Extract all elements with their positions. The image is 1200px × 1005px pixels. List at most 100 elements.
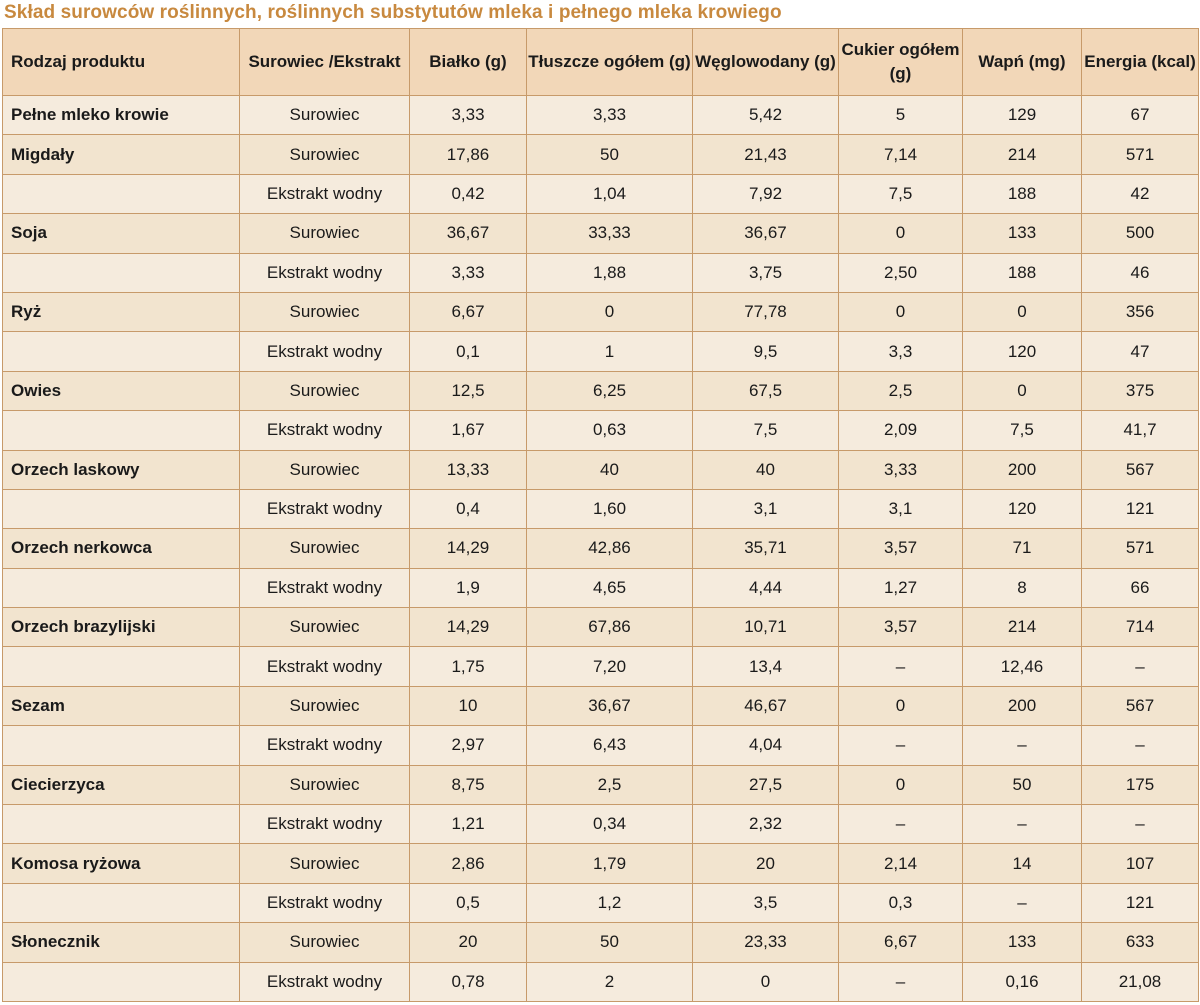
protein-cell: 3,33 [409, 94, 527, 136]
raw-extract-cell: Ekstrakt wodny [239, 646, 410, 687]
fat-cell: 7,20 [526, 646, 693, 687]
header-protein: Białko (g) [409, 28, 527, 96]
calcium-cell: 188 [962, 173, 1082, 215]
fat-cell: 2,5 [526, 764, 693, 806]
table-row: Ekstrakt wodny 3,33 1,88 3,75 2,50 188 46 [2, 252, 1199, 293]
raw-extract-cell: Surowiec [239, 94, 410, 136]
sugar-cell: 3,33 [838, 449, 963, 490]
product-name: Sezam [2, 685, 240, 727]
product-name [2, 804, 240, 845]
carbs-cell: 10,71 [692, 607, 839, 648]
protein-cell: 0,78 [409, 961, 527, 1002]
fat-cell: 1 [526, 331, 693, 372]
calcium-cell: 0 [962, 370, 1082, 412]
raw-extract-cell: Ekstrakt wodny [239, 488, 410, 530]
carbs-cell: 3,75 [692, 252, 839, 293]
fat-cell: 42,86 [526, 528, 693, 569]
energy-cell: – [1081, 725, 1199, 766]
product-name: Owies [2, 370, 240, 412]
energy-cell: 567 [1081, 685, 1199, 727]
calcium-cell: 12,46 [962, 646, 1082, 687]
carbs-cell: 67,5 [692, 370, 839, 412]
carbs-cell: 7,92 [692, 173, 839, 215]
calcium-cell: – [962, 725, 1082, 766]
raw-extract-cell: Ekstrakt wodny [239, 410, 410, 451]
energy-cell: 47 [1081, 331, 1199, 372]
sugar-cell: 5 [838, 94, 963, 136]
fat-cell: 1,60 [526, 488, 693, 530]
calcium-cell: 129 [962, 94, 1082, 136]
calcium-cell: 50 [962, 764, 1082, 806]
table-body: Pełne mleko krowie Surowiec 3,33 3,33 5,42 5 1… [2, 94, 1199, 1002]
product-name: Migdały [2, 134, 240, 175]
energy-cell: 41,7 [1081, 410, 1199, 451]
sugar-cell: 7,14 [838, 134, 963, 175]
header-sugar: Cukier ogółem (g) [838, 28, 963, 96]
energy-cell: 21,08 [1081, 961, 1199, 1002]
table-row: Ekstrakt wodny 0,5 1,2 3,5 0,3–121 [2, 882, 1199, 924]
calcium-cell: – [962, 882, 1082, 924]
raw-extract-cell: Surowiec [239, 764, 410, 806]
page-title: Skład surowców roślinnych, roślinnych su… [4, 2, 782, 23]
carbs-cell: 21,43 [692, 134, 839, 175]
fat-cell: 6,43 [526, 725, 693, 766]
sugar-cell: 2,14 [838, 843, 963, 884]
raw-extract-cell: Surowiec [239, 213, 410, 254]
sugar-cell: 2,09 [838, 410, 963, 451]
energy-cell: 567 [1081, 449, 1199, 490]
product-name [2, 646, 240, 687]
header-product-type: Rodzaj produktu [2, 28, 240, 96]
product-name [2, 488, 240, 530]
table-row: Ekstrakt wodny 1,75 7,20 13,4–12,46– [2, 646, 1199, 687]
sugar-cell: – [838, 804, 963, 845]
table-row: Orzech brazylijski Surowiec 14,29 67,86 10,7… [2, 607, 1199, 648]
calcium-cell: 8 [962, 567, 1082, 609]
table-row: Ekstrakt wodny 1,21 0,34 2,32– – – [2, 804, 1199, 845]
calcium-cell: 200 [962, 685, 1082, 727]
sugar-cell: 2,5 [838, 370, 963, 412]
product-name [2, 252, 240, 293]
protein-cell: 10 [409, 685, 527, 727]
protein-cell: 1,9 [409, 567, 527, 609]
sugar-cell: 7,5 [838, 173, 963, 215]
raw-extract-cell: Surowiec [239, 449, 410, 490]
sugar-cell: 0 [838, 291, 963, 333]
table-row: Komosa ryżowa Surowiec 2,86 1,79 20 2,14 14 107 [2, 843, 1199, 884]
protein-cell: 0,4 [409, 488, 527, 530]
energy-cell: 107 [1081, 843, 1199, 884]
table-row: Orzech laskowy Surowiec 13,33 40 40 3,33 200 56… [2, 449, 1199, 490]
energy-cell: 121 [1081, 882, 1199, 924]
protein-cell: 13,33 [409, 449, 527, 490]
sugar-cell: – [838, 961, 963, 1002]
calcium-cell: 14 [962, 843, 1082, 884]
header-calcium: Wapń (mg) [962, 28, 1082, 96]
product-name: Orzech brazylijski [2, 607, 240, 648]
raw-extract-cell: Surowiec [239, 922, 410, 963]
fat-cell: 50 [526, 134, 693, 175]
energy-cell: 356 [1081, 291, 1199, 333]
carbs-cell: 13,4 [692, 646, 839, 687]
protein-cell: 36,67 [409, 213, 527, 254]
fat-cell: 40 [526, 449, 693, 490]
product-name: Pełne mleko krowie [2, 94, 240, 136]
carbs-cell: 35,71 [692, 528, 839, 569]
product-name: Słonecznik [2, 922, 240, 963]
raw-extract-cell: Surowiec [239, 607, 410, 648]
raw-extract-cell: Surowiec [239, 370, 410, 412]
raw-extract-cell: Ekstrakt wodny [239, 882, 410, 924]
protein-cell: 2,86 [409, 843, 527, 884]
sugar-cell: 6,67 [838, 922, 963, 963]
product-name [2, 882, 240, 924]
protein-cell: 14,29 [409, 607, 527, 648]
raw-extract-cell: Surowiec [239, 134, 410, 175]
product-name: Soja [2, 213, 240, 254]
carbs-cell: 0 [692, 961, 839, 1002]
raw-extract-cell: Ekstrakt wodny [239, 961, 410, 1002]
fat-cell: 2 [526, 961, 693, 1002]
calcium-cell: 7,5 [962, 410, 1082, 451]
raw-extract-cell: Surowiec [239, 528, 410, 569]
sugar-cell: 3,57 [838, 607, 963, 648]
header-fat: Tłuszcze ogółem (g) [526, 28, 693, 96]
energy-cell: – [1081, 646, 1199, 687]
product-name [2, 725, 240, 766]
